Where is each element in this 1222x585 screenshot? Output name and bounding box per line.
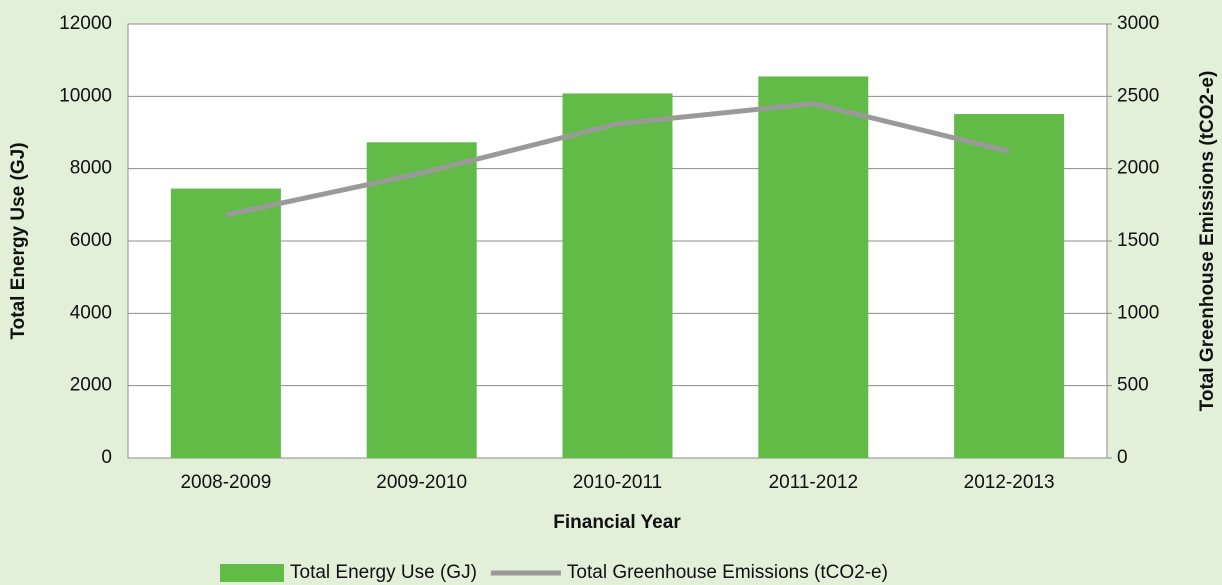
x-tick-label: 2012-2013 (964, 472, 1055, 493)
y-tick-label: 8000 (70, 158, 112, 179)
y2-axis-title: Total Greenhouse Emissions (tCO2-e) (1197, 71, 1218, 412)
x-tick-label: 2009-2010 (376, 472, 467, 493)
y-tick-label: 2000 (70, 375, 112, 396)
y-tick-label: 10000 (59, 85, 112, 106)
bar (366, 142, 477, 458)
legend-swatch (220, 564, 284, 582)
y-tick-label: 0 (101, 447, 112, 468)
line (225, 101, 1010, 218)
x-axis-title: Financial Year (553, 512, 681, 533)
y-tick-label: 12000 (59, 13, 112, 34)
legend-label: Total Energy Use (GJ) (290, 562, 477, 583)
x-tick-label: 2011-2012 (769, 472, 858, 493)
y2-tick-label: 2000 (1117, 158, 1159, 179)
y-tick-label: 4000 (70, 302, 112, 323)
y2-tick-label: 1000 (1117, 302, 1159, 323)
bar (758, 76, 869, 459)
x-tick-label: 2008-2009 (180, 472, 271, 493)
bar (170, 188, 281, 458)
x-tick-label: 2010-2011 (573, 472, 662, 493)
bar (562, 93, 673, 458)
bar (954, 114, 1065, 459)
y2-tick-label: 0 (1117, 447, 1128, 468)
y-axis-title: Total Energy Use (GJ) (8, 142, 29, 339)
y2-tick-label: 2500 (1117, 85, 1159, 106)
y-tick-label: 6000 (70, 230, 112, 251)
y2-tick-label: 500 (1117, 375, 1149, 396)
y2-tick-label: 1500 (1117, 230, 1159, 251)
legend-label: Total Greenhouse Emissions (tCO2-e) (567, 562, 888, 583)
y2-tick-label: 3000 (1117, 13, 1159, 34)
